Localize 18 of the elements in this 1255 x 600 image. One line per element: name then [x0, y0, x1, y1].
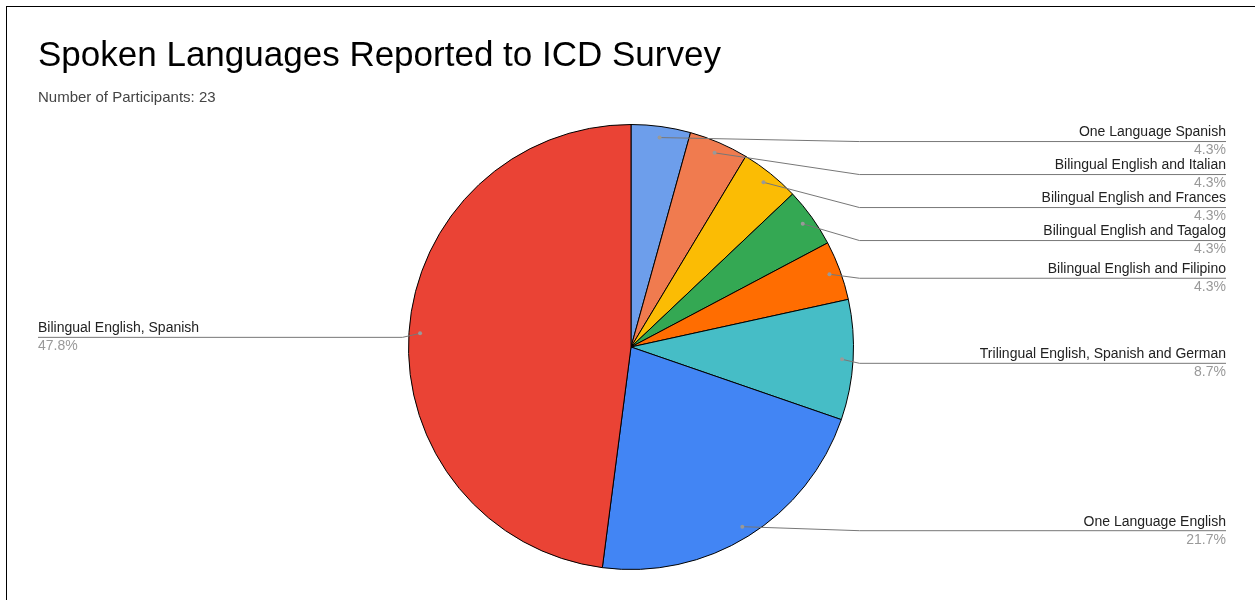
data-label: 4.3% [1194, 141, 1226, 158]
slice-label: One Language English [1083, 512, 1226, 529]
data-label: 21.7% [1186, 530, 1226, 547]
data-label: 4.3% [1194, 240, 1226, 257]
slice-label: Bilingual English and Filipino [1047, 260, 1227, 277]
data-label: 4.3% [1194, 207, 1226, 224]
slice-label: Bilingual English and Italian [1054, 156, 1226, 173]
data-label: 47.8% [38, 337, 78, 354]
data-label: 4.3% [1194, 174, 1226, 191]
slice-label: One Language Spanish [1078, 123, 1226, 140]
slice-label: Bilingual English and Frances [1041, 189, 1226, 206]
chart-title: Spoken Languages Reported to ICD Survey [38, 34, 721, 74]
slice-label: Trilingual English, Spanish and German [979, 345, 1226, 362]
slice-label: Bilingual English, Spanish [38, 319, 200, 336]
chart-subtitle: Number of Participants: 23 [38, 88, 216, 105]
slice-label: Bilingual English and Tagalog [1043, 222, 1226, 239]
data-label: 4.3% [1194, 278, 1226, 295]
data-label: 8.7% [1194, 363, 1226, 380]
